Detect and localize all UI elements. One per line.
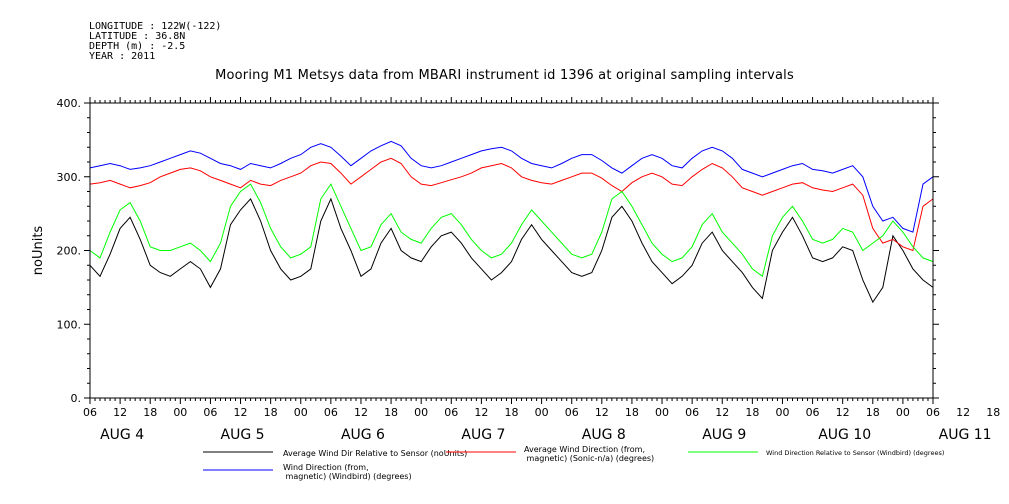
x-day-label: AUG 8: [582, 427, 626, 443]
x-tick-label: 06: [203, 406, 217, 419]
x-tick-label: 12: [354, 406, 368, 419]
x-tick-label: 00: [775, 406, 789, 419]
x-tick-label: 00: [414, 406, 428, 419]
series-line-1: [89, 197, 934, 304]
x-tick-label: 12: [836, 406, 850, 419]
x-tick-label: 06: [565, 406, 579, 419]
x-tick-label: 06: [926, 406, 940, 419]
x-tick-label: 18: [143, 406, 157, 419]
x-day-label: AUG 5: [221, 427, 265, 443]
meta-year: YEAR : 2011: [89, 51, 156, 62]
x-tick-label: 12: [234, 406, 248, 419]
x-tick-label: 18: [866, 406, 880, 419]
meta-longitude: LONGITUDE : 122W(-122): [89, 21, 222, 32]
x-tick-label: 06: [685, 406, 699, 419]
x-tick-label: 06: [324, 406, 338, 419]
x-day-label: AUG 10: [818, 427, 871, 443]
y-tick-label: 200.: [57, 245, 82, 258]
x-tick-label: 18: [986, 406, 1000, 419]
y-axis-label: noUnits: [31, 226, 46, 276]
series-line-4: [89, 140, 934, 233]
x-day-label: AUG 4: [100, 427, 144, 443]
y-tick-label: 400.: [57, 97, 82, 110]
x-day-label: AUG 7: [461, 427, 505, 443]
meta-depth: DEPTH (m) : -2.5: [89, 41, 186, 52]
series-line-3: [89, 183, 934, 278]
x-tick-label: 06: [444, 406, 458, 419]
x-tick-label: 18: [625, 406, 639, 419]
x-tick-label: 00: [173, 406, 187, 419]
legend-label-4: Wind Direction (from, magnetic) (Windbir…: [283, 463, 412, 481]
y-tick-label: 300.: [57, 171, 82, 184]
x-tick-label: 00: [896, 406, 910, 419]
x-day-label: AUG 9: [702, 427, 746, 443]
x-tick-label: 12: [956, 406, 970, 419]
legend-label-2: Average Wind Direction (from, magnetic) …: [524, 445, 654, 463]
x-day-label: AUG 6: [341, 427, 385, 443]
legend-label-3: Wind Direction Relative to Sensor (Windb…: [766, 449, 944, 457]
x-tick-label: 06: [83, 406, 97, 419]
x-tick-label: 12: [113, 406, 127, 419]
x-tick-label: 00: [294, 406, 308, 419]
x-tick-label: 18: [384, 406, 398, 419]
x-axis: 06 12 18 00 06 12 18 00 06 12 18 00 06 12 18 00 06 12 18 00…: [83, 97, 1000, 443]
x-tick-label: 18: [264, 406, 278, 419]
chart-title: Mooring M1 Metsys data from MBARI instru…: [215, 68, 794, 83]
x-tick-label: 18: [505, 406, 519, 419]
y-axis: 0. 100. 200. 300. 400.: [57, 97, 939, 405]
x-tick-label: 00: [655, 406, 669, 419]
x-tick-label: 06: [806, 406, 820, 419]
meta-latitude: LATITUDE : 36.8N: [89, 31, 186, 42]
x-tick-label: 12: [474, 406, 488, 419]
y-tick-label: 0.: [71, 392, 82, 405]
x-tick-label: 00: [535, 406, 549, 419]
x-tick-label: 12: [715, 406, 729, 419]
plot-area: [89, 140, 934, 304]
x-tick-label: 12: [595, 406, 609, 419]
x-tick-label: 18: [745, 406, 759, 419]
legend: Average Wind Dir Relative to Sensor (noU…: [203, 445, 944, 481]
x-day-label: AUG 11: [939, 427, 992, 443]
series-line-2: [89, 157, 934, 252]
legend-label-1: Average Wind Dir Relative to Sensor (noU…: [283, 449, 467, 458]
y-tick-label: 100.: [57, 318, 82, 331]
